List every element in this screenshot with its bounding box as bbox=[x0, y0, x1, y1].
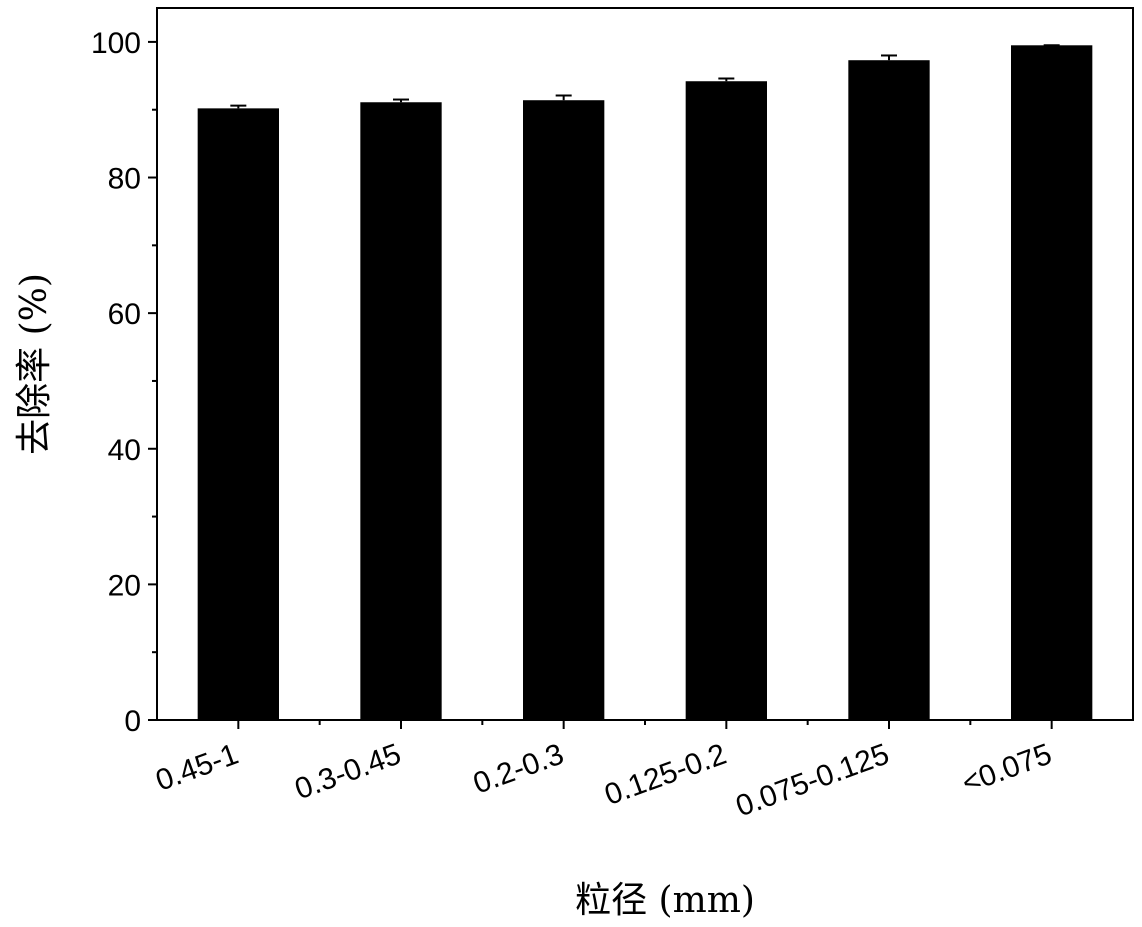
bar bbox=[523, 100, 605, 721]
y-tick-label: 80 bbox=[108, 163, 141, 196]
y-tick-label: 0 bbox=[124, 705, 141, 738]
bar bbox=[848, 60, 930, 721]
y-tick-label: 40 bbox=[108, 434, 141, 467]
x-tick-label: 0.2-0.3 bbox=[469, 738, 568, 801]
x-tick-label: 0.125-0.2 bbox=[600, 738, 730, 812]
plot-frame bbox=[156, 7, 1134, 721]
x-tick-label: 0.45-1 bbox=[151, 738, 242, 798]
y-tick-label: 60 bbox=[108, 298, 141, 331]
x-axis-title: 粒径 (mm) bbox=[575, 880, 755, 921]
y-axis-title: 去除率 (%) bbox=[14, 273, 55, 455]
bar bbox=[360, 102, 442, 720]
bar bbox=[1011, 45, 1093, 721]
x-tick-label: 0.3-0.45 bbox=[291, 738, 406, 807]
x-tick-label: <0.075 bbox=[958, 738, 1056, 801]
bar bbox=[197, 108, 279, 720]
y-tick-label: 20 bbox=[108, 569, 141, 602]
bar bbox=[685, 81, 767, 721]
x-tick-label: 0.075-0.125 bbox=[732, 738, 894, 824]
y-tick-label: 100 bbox=[91, 27, 141, 60]
